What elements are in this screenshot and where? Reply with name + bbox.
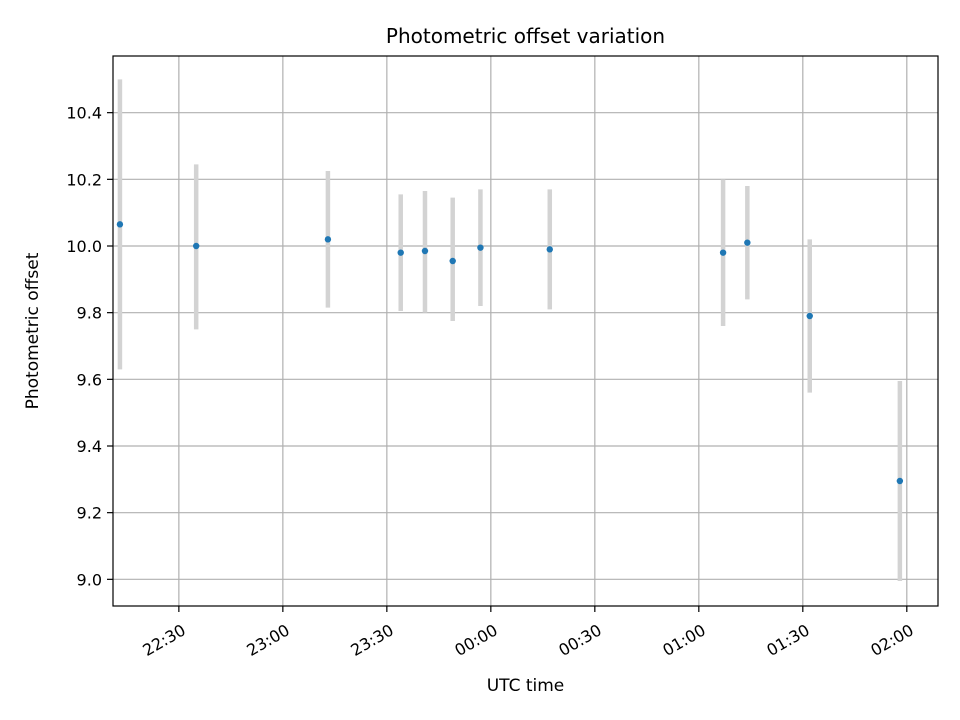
y-tick-label: 9.8 — [77, 304, 102, 323]
data-point — [719, 249, 727, 256]
y-tick-label: 9.6 — [77, 370, 102, 389]
y-tick-label: 10.2 — [66, 170, 102, 189]
chart-title: Photometric offset variation — [386, 24, 665, 48]
data-point — [477, 244, 484, 251]
data-point — [896, 477, 904, 485]
plot-frame — [112, 55, 939, 607]
y-tick-label: 9.2 — [77, 504, 102, 523]
data-series — [116, 79, 904, 581]
x-axis-label: UTC time — [487, 676, 565, 696]
data-point — [397, 249, 404, 256]
data-point — [324, 236, 332, 243]
grid — [113, 56, 938, 606]
y-axis-label: Photometric offset — [23, 252, 43, 409]
data-point — [806, 312, 813, 320]
data-point — [116, 221, 124, 228]
data-point — [421, 247, 429, 255]
y-tick-label: 9.4 — [77, 437, 102, 456]
data-point — [546, 246, 553, 253]
data-point — [744, 239, 751, 246]
y-tick-label: 9.0 — [77, 570, 102, 589]
y-tick-label: 10.4 — [66, 104, 102, 123]
y-tick-label: 10.0 — [66, 237, 102, 256]
data-point — [449, 257, 456, 265]
data-point — [192, 242, 200, 250]
